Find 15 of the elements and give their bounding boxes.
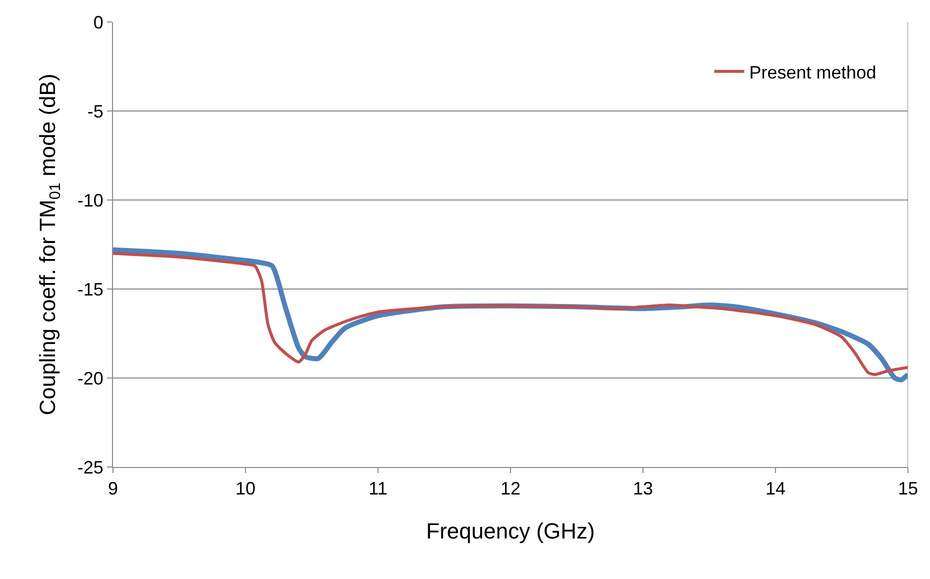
y-tick-label: 0: [93, 12, 104, 32]
y-tick-label: -10: [77, 190, 104, 210]
y-tick-label: -25: [77, 457, 104, 478]
x-axis-title: Frequency (GHz): [426, 518, 595, 544]
x-tick-label: 12: [500, 478, 521, 499]
y-tick-label: -20: [77, 368, 104, 388]
y-tick-label: -15: [77, 279, 104, 300]
x-tick-label: 11: [368, 478, 388, 499]
x-tick-label: 14: [765, 478, 786, 499]
x-tick-label: 15: [898, 478, 918, 499]
x-tick-label: 9: [108, 478, 118, 499]
x-tick-label: 10: [235, 478, 256, 499]
legend-label: Present method: [749, 62, 876, 82]
y-tick-label: -5: [87, 101, 104, 122]
x-tick-label: 13: [632, 478, 654, 499]
